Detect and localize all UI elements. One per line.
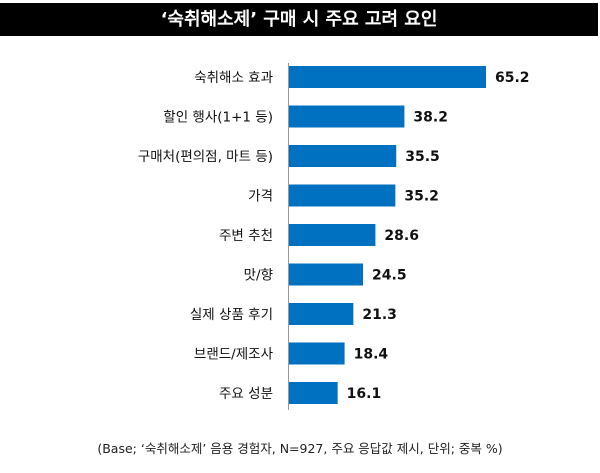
category-label: 주변 추천 bbox=[219, 228, 273, 244]
category-label: 숙취해소 효과 bbox=[194, 70, 273, 86]
value-label: 35.2 bbox=[404, 189, 439, 205]
value-label: 24.5 bbox=[372, 268, 407, 284]
category-label: 브랜드/제조사 bbox=[194, 347, 274, 363]
category-label: 실제 상품 후기 bbox=[190, 307, 273, 323]
bar bbox=[289, 303, 354, 325]
bar bbox=[289, 263, 364, 286]
category-label: 구매처(편의점, 마트 등) bbox=[138, 149, 273, 165]
value-label: 18.4 bbox=[354, 347, 389, 363]
value-label: 35.5 bbox=[405, 149, 440, 165]
bar bbox=[289, 184, 396, 207]
bar bbox=[289, 224, 376, 246]
bar bbox=[289, 145, 397, 167]
chart-footnote: (Base; ‘숙취해소제’ 음용 경험자, N=927, 주요 응답값 제시,… bbox=[97, 441, 503, 456]
category-label: 할인 행사(1+1 등) bbox=[163, 110, 273, 126]
bar bbox=[289, 66, 486, 88]
chart-title: ‘숙취해소제’ 구매 시 주요 고려 요인 bbox=[0, 3, 598, 36]
value-label: 38.2 bbox=[413, 110, 448, 126]
bar bbox=[289, 342, 345, 365]
value-label: 16.1 bbox=[347, 386, 382, 402]
value-label: 28.6 bbox=[384, 228, 419, 244]
bar bbox=[289, 382, 338, 404]
bar bbox=[289, 105, 405, 128]
category-label: 맛/향 bbox=[244, 268, 273, 284]
value-label: 21.3 bbox=[362, 307, 397, 323]
value-label: 65.2 bbox=[495, 70, 530, 86]
category-label: 가격 bbox=[248, 189, 273, 205]
category-label: 주요 성분 bbox=[219, 386, 273, 402]
